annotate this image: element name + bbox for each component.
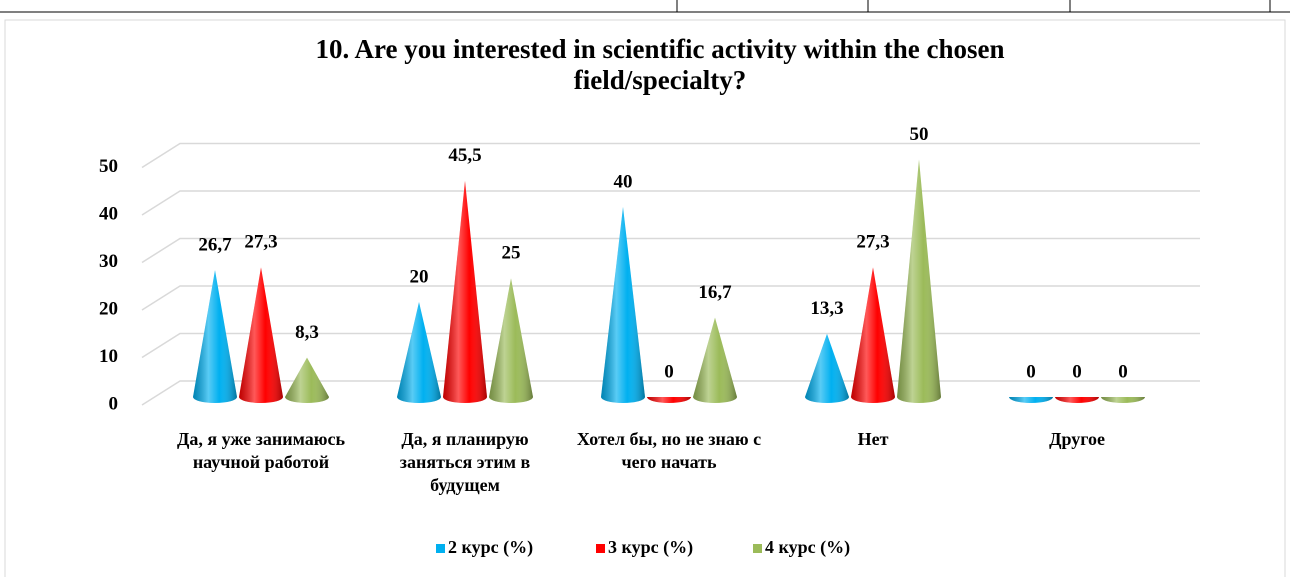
- legend-label: 3 курс (%): [608, 537, 693, 558]
- data-label: 40: [614, 171, 633, 192]
- x-tick-label: Да, я уже занимаюсь научной работой: [176, 429, 346, 472]
- legend-swatch: [436, 544, 445, 553]
- chart-frame: [4, 19, 1286, 577]
- y-tick-label: 20: [99, 298, 118, 319]
- cone-shade: [239, 267, 283, 403]
- cone-shade: [851, 267, 895, 403]
- x-tick-label: Нет: [857, 429, 889, 449]
- y-tick-label: 50: [99, 156, 118, 177]
- y-tick-label: 40: [99, 203, 118, 224]
- data-label: 0: [1118, 361, 1128, 382]
- y-tick-label: 30: [99, 251, 118, 272]
- table-border: [0, 0, 1290, 13]
- x-tick-label: Да, я планирую заняться этим в будущем: [399, 429, 531, 495]
- x-tick-label: Хотел бы, но не знаю с чего начать: [576, 429, 762, 472]
- data-label: 13,3: [810, 298, 843, 319]
- grid-line: [141, 142, 1200, 169]
- data-label: 27,3: [244, 232, 277, 253]
- cone-shade: [193, 270, 237, 403]
- grid-line: [141, 237, 1200, 264]
- cone-shade: [443, 180, 487, 403]
- data-label: 45,5: [448, 145, 481, 166]
- legend-label: 2 курс (%): [448, 537, 533, 558]
- cone-shade: [1009, 397, 1053, 403]
- data-label: 0: [1026, 361, 1036, 382]
- legend-swatch: [596, 544, 605, 553]
- cone-shade: [1055, 397, 1099, 403]
- data-label: 25: [502, 243, 521, 264]
- grid-line: [141, 190, 1200, 216]
- x-tick-label: Другое: [1049, 429, 1105, 449]
- grid-line: [141, 332, 1200, 359]
- cone-shade: [647, 397, 691, 403]
- legend-label: 4 курс (%): [765, 537, 850, 558]
- cone-shade: [693, 317, 737, 403]
- cone-shade: [397, 302, 441, 403]
- grid-line: [141, 285, 1200, 311]
- data-label: 8,3: [295, 322, 319, 343]
- cone-shade: [489, 278, 533, 403]
- data-label: 16,7: [698, 282, 732, 303]
- cone-shade: [1101, 397, 1145, 403]
- data-label: 50: [910, 124, 929, 145]
- data-label: 27,3: [856, 232, 889, 253]
- cone-shade: [601, 207, 645, 403]
- y-tick-label: 10: [99, 346, 118, 367]
- chart-title: 10. Are you interested in scientific act…: [315, 34, 1005, 95]
- cone-shade: [805, 333, 849, 403]
- cone-shade: [897, 159, 941, 403]
- cone-shade: [285, 357, 329, 403]
- data-label: 0: [664, 361, 674, 382]
- data-label: 0: [1072, 361, 1082, 382]
- legend-swatch: [753, 544, 762, 553]
- data-label: 20: [410, 266, 429, 287]
- data-label: 26,7: [198, 235, 232, 256]
- y-tick-label: 0: [109, 393, 119, 414]
